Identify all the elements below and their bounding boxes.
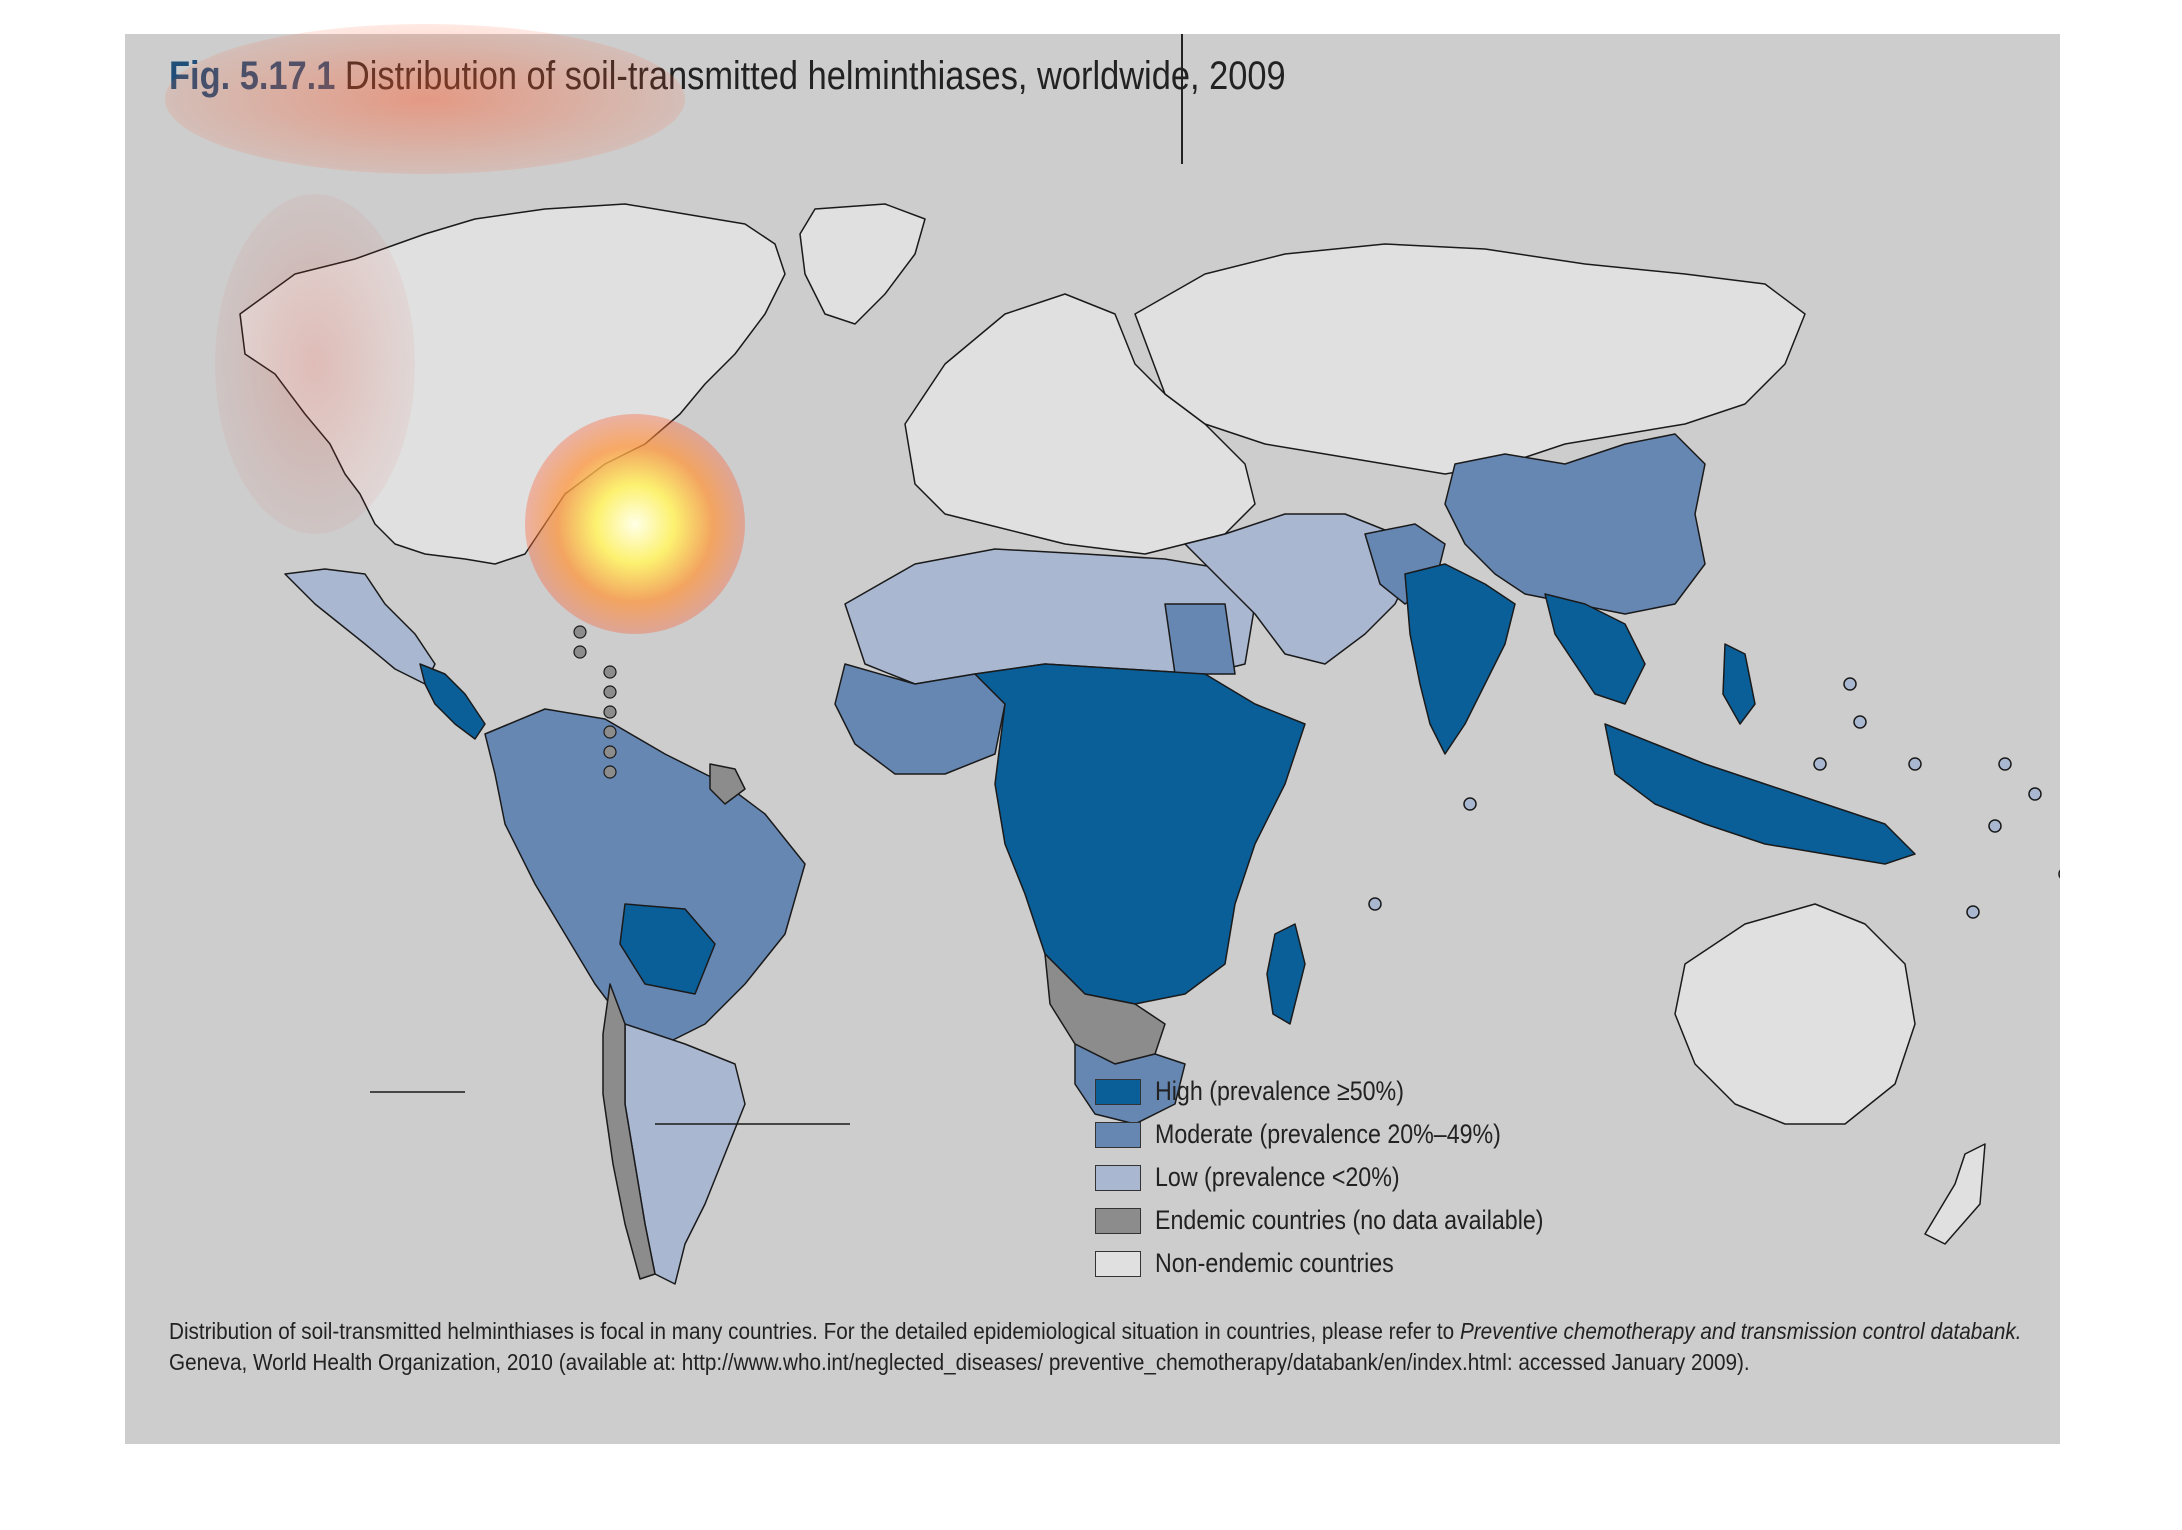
caribbean-marker [603,665,617,679]
footnote-line-2: Geneva, World Health Organization, 2010 … [169,1349,1750,1375]
footnote-text: Distribution of soil-transmitted helmint… [169,1318,1460,1344]
madagascar-region [1266,923,1306,1025]
footnote-line-1: Distribution of soil-transmitted helmint… [169,1316,2021,1347]
figure-title: Fig. 5.17.1 Distribution of soil-transmi… [169,54,1286,99]
island-marker [1813,757,1827,771]
central-america-region [419,663,486,740]
indonesia-region [1604,723,1916,865]
island-marker [1966,905,1980,919]
island-marker [1463,797,1477,811]
legend-item-high: High (prevalence ≥50%) [1095,1070,1607,1113]
legend-label: Non-endemic countries [1155,1248,1394,1278]
egypt-region [1164,603,1236,675]
new-zealand-region [1924,1143,1986,1245]
north-america-region [239,203,786,565]
island-marker [1843,677,1857,691]
caribbean-marker [573,645,587,659]
island-marker [1908,757,1922,771]
south-america-north-region [484,708,806,1045]
legend-label: Moderate (prevalence 20%–49%) [1155,1119,1501,1149]
legend-item-moderate: Moderate (prevalence 20%–49%) [1095,1113,1607,1156]
legend-swatch [1095,1164,1141,1191]
mexico-region [284,568,436,685]
figure-label: Fig. 5.17.1 [169,54,336,98]
island-marker [1853,715,1867,729]
legend-swatch [1095,1250,1141,1277]
legend-swatch [1095,1078,1141,1105]
island-marker [1998,757,2012,771]
title-divider-line [1181,34,1183,164]
map-legend: High (prevalence ≥50%) Moderate (prevale… [1095,1070,1607,1285]
legend-label: Low (prevalence <20%) [1155,1162,1400,1192]
chile-region [602,983,656,1280]
legend-label: Endemic countries (no data available) [1155,1205,1544,1235]
legend-label: High (prevalence ≥50%) [1155,1076,1404,1106]
world-map [239,203,2060,1285]
legend-item-endemic: Endemic countries (no data available) [1095,1199,1607,1242]
caribbean-marker [603,765,617,779]
southeast-asia-region [1544,593,1646,705]
caribbean-marker [603,745,617,759]
figure-panel: Fig. 5.17.1 Distribution of soil-transmi… [125,24,2060,1444]
figure-footnote: Distribution of soil-transmitted helmint… [169,1316,2021,1378]
island-marker [1988,819,2002,833]
legend-item-non-endemic: Non-endemic countries [1095,1242,1607,1285]
legend-item-low: Low (prevalence <20%) [1095,1156,1607,1199]
bolivia-region [619,903,716,995]
sub-saharan-region [974,663,1306,1005]
attention-heatmap-title [165,24,685,174]
caribbean-marker [603,725,617,739]
figure-title-text: Distribution of soil-transmitted helmint… [344,54,1286,98]
legend-swatch [1095,1121,1141,1148]
middle-east-region [1184,513,1416,665]
china-region [1444,433,1706,615]
west-africa-region [834,663,1006,775]
philippines-region [1722,643,1756,725]
caribbean-marker [573,625,587,639]
island-marker [1368,897,1382,911]
guiana-region [709,763,746,805]
island-marker [2058,869,2060,879]
north-asia-region [1134,243,1806,475]
caribbean-marker [603,685,617,699]
australia-region [1674,903,1916,1125]
europe-region [904,293,1256,555]
footnote-databank-title: Preventive chemotherapy and transmission… [1459,1318,2022,1344]
greenland-region [799,203,926,325]
legend-swatch [1095,1207,1141,1234]
caribbean-marker [603,705,617,719]
india-region [1404,563,1516,755]
island-marker [2028,787,2042,801]
